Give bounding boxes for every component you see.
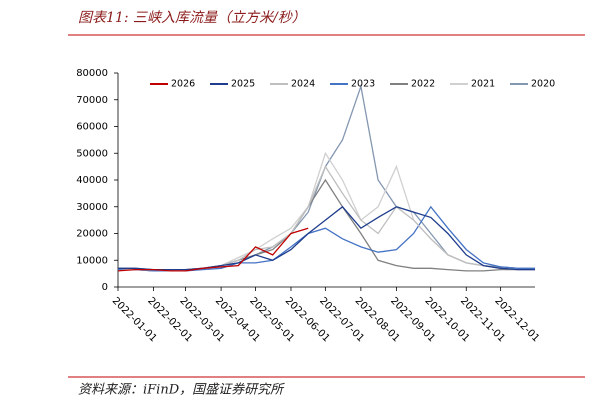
legend-label: 2022	[411, 79, 435, 90]
y-tick-label: 20000	[76, 229, 108, 240]
legend-label: 2024	[291, 79, 315, 90]
header-title: 图表11: 三峡入库流量（立方米/秒）	[78, 10, 306, 26]
series-line	[118, 83, 535, 272]
legend-label: 2026	[171, 79, 195, 90]
y-tick-label: 0	[102, 282, 108, 293]
series-line	[118, 205, 535, 272]
series-line	[117, 227, 309, 272]
series-line	[118, 151, 535, 272]
legend-label: 2021	[471, 79, 495, 90]
y-tick-label: 60000	[76, 122, 108, 133]
y-tick-label: 40000	[76, 175, 108, 186]
y-tick-label: 30000	[76, 202, 108, 213]
source: 资料来源：iFinD，国盛证券研究所	[78, 382, 285, 398]
y-tick-label: 70000	[76, 95, 108, 106]
y-tick-label: 10000	[76, 255, 108, 266]
y-tick-label: 50000	[76, 148, 108, 159]
legend-label: 2023	[351, 79, 375, 90]
legend-label: 2025	[231, 79, 255, 90]
y-tick-label: 80000	[76, 68, 108, 79]
series-line	[118, 205, 535, 271]
legend-label: 2020	[531, 79, 555, 90]
series-line	[117, 178, 535, 272]
